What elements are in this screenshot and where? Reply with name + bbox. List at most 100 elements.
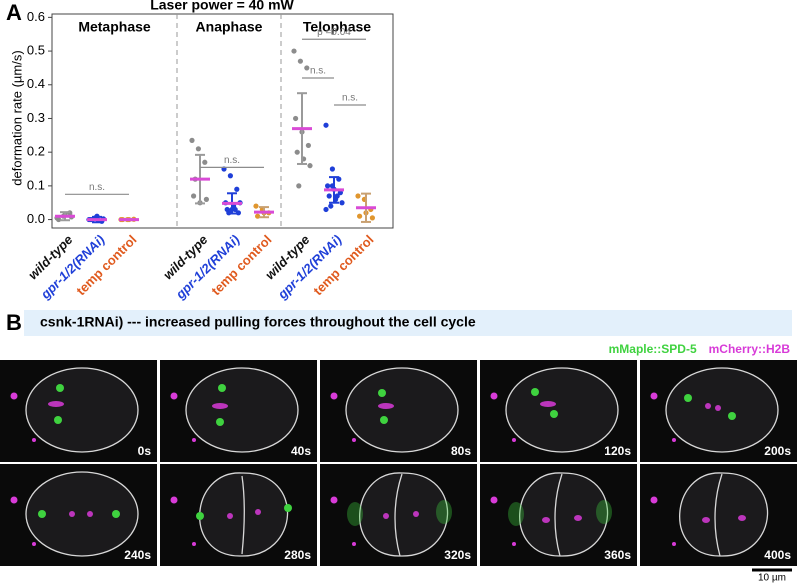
data-point xyxy=(234,186,240,192)
banner-text: csnk-1RNAi) --- increased pulling forces… xyxy=(40,314,476,330)
data-point xyxy=(339,200,345,206)
data-point xyxy=(203,196,209,202)
polar-body xyxy=(170,496,178,504)
data-point xyxy=(297,58,303,64)
microscopy-frame: 320s xyxy=(320,464,477,566)
microscopy-frame: 240s xyxy=(0,464,157,566)
phase-label: Metaphase xyxy=(78,19,151,35)
chromatin xyxy=(540,401,556,407)
centrosome xyxy=(684,394,692,402)
centrosome xyxy=(508,502,524,526)
embryo-outline xyxy=(519,472,609,557)
time-label: 40s xyxy=(291,444,311,458)
data-point xyxy=(355,193,361,199)
embryo-outline xyxy=(345,367,459,453)
data-point xyxy=(189,137,195,143)
data-point xyxy=(328,203,334,209)
centrosome xyxy=(196,512,204,520)
polar-body xyxy=(650,392,658,400)
microscopy-frame: 280s xyxy=(160,464,317,566)
time-label: 120s xyxy=(604,444,631,458)
polar-body xyxy=(330,392,338,400)
polar-body xyxy=(32,438,36,442)
microscopy-frame: 80s xyxy=(320,360,477,462)
cleavage-furrow xyxy=(394,473,403,557)
phase-label: Telophase xyxy=(303,19,371,35)
centrosome xyxy=(436,500,452,524)
data-point xyxy=(56,216,62,223)
embryo-outline xyxy=(25,367,139,453)
embryo-outline xyxy=(505,367,619,453)
cleavage-furrow xyxy=(241,475,245,555)
polar-body xyxy=(10,392,18,400)
panel-letter: B xyxy=(6,310,22,335)
data-point xyxy=(255,213,261,219)
channel-label: mCherry::H2B xyxy=(709,342,791,356)
data-point xyxy=(235,210,241,216)
scale-bar-label: 10 µm xyxy=(758,573,786,584)
microscopy-frame: 40s xyxy=(160,360,317,462)
data-point xyxy=(357,213,363,219)
chromatin xyxy=(212,403,228,409)
centrosome xyxy=(380,416,388,424)
centrosome xyxy=(550,410,558,418)
data-point xyxy=(191,193,197,199)
time-label: 0s xyxy=(138,444,152,458)
significance-label: n.s. xyxy=(89,182,105,193)
polar-body xyxy=(192,438,196,442)
y-tick-label: 0.3 xyxy=(27,110,45,125)
polar-body xyxy=(650,496,658,504)
microscopy-frame: 120s xyxy=(480,360,637,462)
data-point xyxy=(293,115,299,122)
centrosome xyxy=(112,510,120,518)
cleavage-furrow xyxy=(554,473,563,557)
data-point xyxy=(334,193,340,199)
time-label: 400s xyxy=(764,548,791,562)
chromatin xyxy=(87,511,93,517)
time-label: 240s xyxy=(124,548,151,562)
centrosome xyxy=(596,500,612,524)
centrosome xyxy=(54,416,62,424)
data-point xyxy=(307,163,313,169)
chromatin xyxy=(574,515,582,521)
chromatin xyxy=(702,517,710,523)
embryo-outline xyxy=(679,472,769,557)
polar-body xyxy=(490,392,498,400)
y-tick-label: 0.6 xyxy=(27,9,45,24)
polar-body xyxy=(330,496,338,504)
polar-body xyxy=(352,438,356,442)
panel-letter: A xyxy=(6,0,22,25)
chromatin xyxy=(413,511,419,517)
polar-body xyxy=(192,542,196,546)
time-label: 200s xyxy=(764,444,791,458)
data-point xyxy=(227,173,233,179)
embryo-outline xyxy=(185,367,299,453)
centrosome xyxy=(56,384,64,392)
significance-label: n.s. xyxy=(224,155,240,166)
microscopy-frame: 0s xyxy=(0,360,157,462)
chromatin xyxy=(69,511,75,517)
polar-body xyxy=(170,392,178,400)
y-axis-label: deformation rate (µm/s) xyxy=(9,50,24,185)
chromatin xyxy=(738,515,746,521)
centrosome xyxy=(728,412,736,420)
chromatin xyxy=(48,401,64,407)
significance-label: n.s. xyxy=(310,66,326,77)
banner-background xyxy=(24,310,792,336)
centrosome xyxy=(347,502,363,526)
time-label: 280s xyxy=(284,548,311,562)
polar-body xyxy=(10,496,18,504)
data-point xyxy=(296,183,302,189)
data-point xyxy=(323,122,329,128)
data-point xyxy=(325,183,331,189)
chromatin xyxy=(255,509,261,515)
centrosome xyxy=(284,504,292,512)
y-tick-label: 0.1 xyxy=(27,177,45,192)
microscopy-frame: 400s xyxy=(640,464,797,566)
chart-title: Laser power = 40 mW xyxy=(150,0,294,13)
data-point xyxy=(369,215,375,221)
data-point xyxy=(232,206,238,213)
data-point xyxy=(323,206,329,213)
embryo-outline xyxy=(359,472,449,557)
